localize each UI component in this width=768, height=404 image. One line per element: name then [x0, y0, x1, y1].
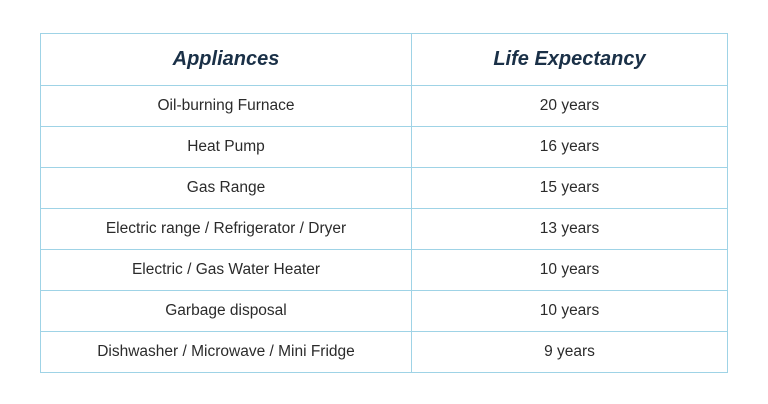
- header-row: Appliances Life Expectancy: [40, 33, 728, 86]
- table-header: Appliances Life Expectancy: [40, 33, 728, 86]
- table-row: Electric range / Refrigerator / Dryer 13…: [40, 208, 728, 250]
- appliance-cell: Oil-burning Furnace: [40, 85, 412, 127]
- header-appliances: Appliances: [40, 33, 412, 86]
- table-row: Heat Pump 16 years: [40, 126, 728, 168]
- life-expectancy-cell: 10 years: [411, 249, 728, 291]
- life-expectancy-cell: 13 years: [411, 208, 728, 250]
- life-expectancy-table-container: Appliances Life Expectancy Oil-burning F…: [40, 33, 728, 373]
- appliance-cell: Dishwasher / Microwave / Mini Fridge: [40, 331, 412, 373]
- life-expectancy-cell: 10 years: [411, 290, 728, 332]
- table-row: Dishwasher / Microwave / Mini Fridge 9 y…: [40, 331, 728, 373]
- appliance-cell: Heat Pump: [40, 126, 412, 168]
- table-row: Electric / Gas Water Heater 10 years: [40, 249, 728, 291]
- life-expectancy-table: Appliances Life Expectancy Oil-burning F…: [40, 33, 728, 373]
- table-row: Garbage disposal 10 years: [40, 290, 728, 332]
- life-expectancy-cell: 20 years: [411, 85, 728, 127]
- appliance-cell: Electric / Gas Water Heater: [40, 249, 412, 291]
- life-expectancy-cell: 9 years: [411, 331, 728, 373]
- header-life-expectancy: Life Expectancy: [411, 33, 728, 86]
- life-expectancy-cell: 16 years: [411, 126, 728, 168]
- table-row: Gas Range 15 years: [40, 167, 728, 209]
- appliance-cell: Electric range / Refrigerator / Dryer: [40, 208, 412, 250]
- life-expectancy-cell: 15 years: [411, 167, 728, 209]
- table-body: Oil-burning Furnace 20 years Heat Pump 1…: [40, 85, 728, 373]
- table-row: Oil-burning Furnace 20 years: [40, 85, 728, 127]
- appliance-cell: Gas Range: [40, 167, 412, 209]
- appliance-cell: Garbage disposal: [40, 290, 412, 332]
